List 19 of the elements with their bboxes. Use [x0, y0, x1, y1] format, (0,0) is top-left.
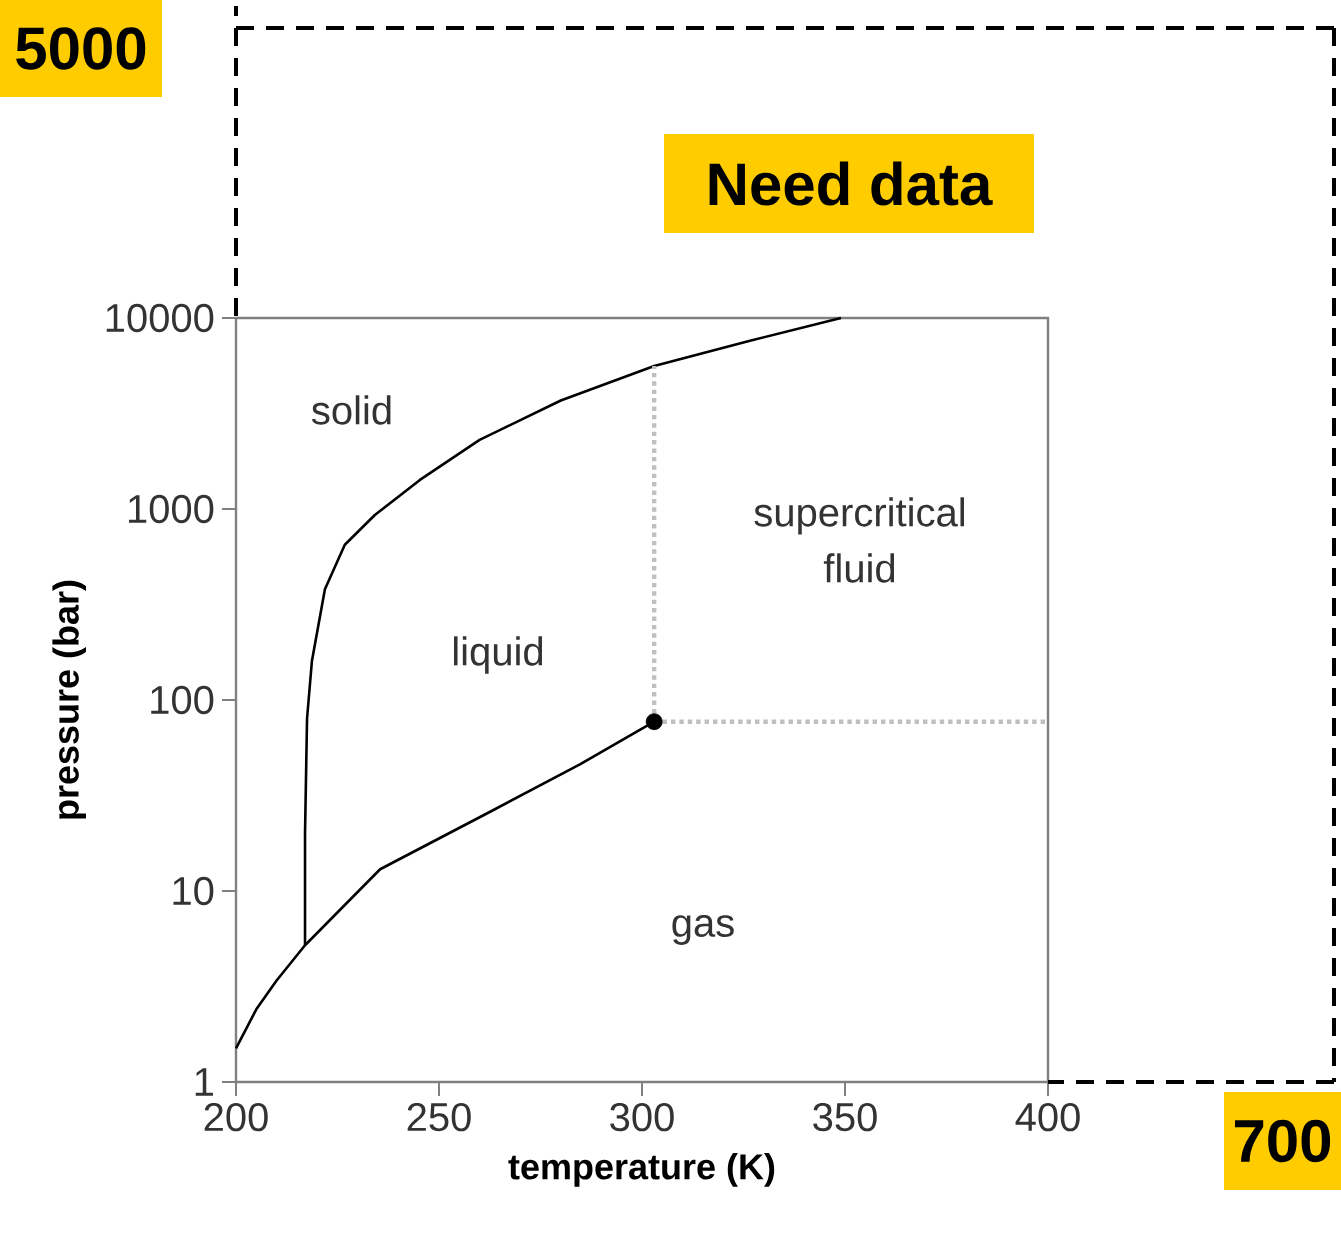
x-tick-label: 350 — [813, 1102, 877, 1132]
annotation: supercritical fluid — [754, 497, 964, 583]
x-tick-label: 250 — [407, 1102, 471, 1132]
text: 700 — [1235, 1119, 1331, 1163]
text: Need data — [709, 161, 993, 206]
y-axis-title: pressure (bar) — [52, 580, 86, 819]
x-tick-label: 300 — [610, 1102, 674, 1132]
y-tick-label: 10000 — [106, 303, 214, 333]
x-tick-label: 400 — [1015, 1102, 1080, 1132]
text: 5000 — [16, 27, 146, 70]
x-axis-title: temperature (K) — [508, 1153, 775, 1187]
y-tick-label: 1000 — [128, 494, 214, 524]
annotation: gas — [672, 915, 734, 945]
annotation: liquid — [454, 636, 543, 674]
y-tick-label: 100 — [151, 685, 214, 715]
y-tick-label: 1 — [195, 1068, 213, 1096]
annotation: solid — [311, 395, 391, 425]
x-tick-label: 200 — [204, 1102, 268, 1132]
y-tick-label: 10 — [173, 876, 214, 906]
